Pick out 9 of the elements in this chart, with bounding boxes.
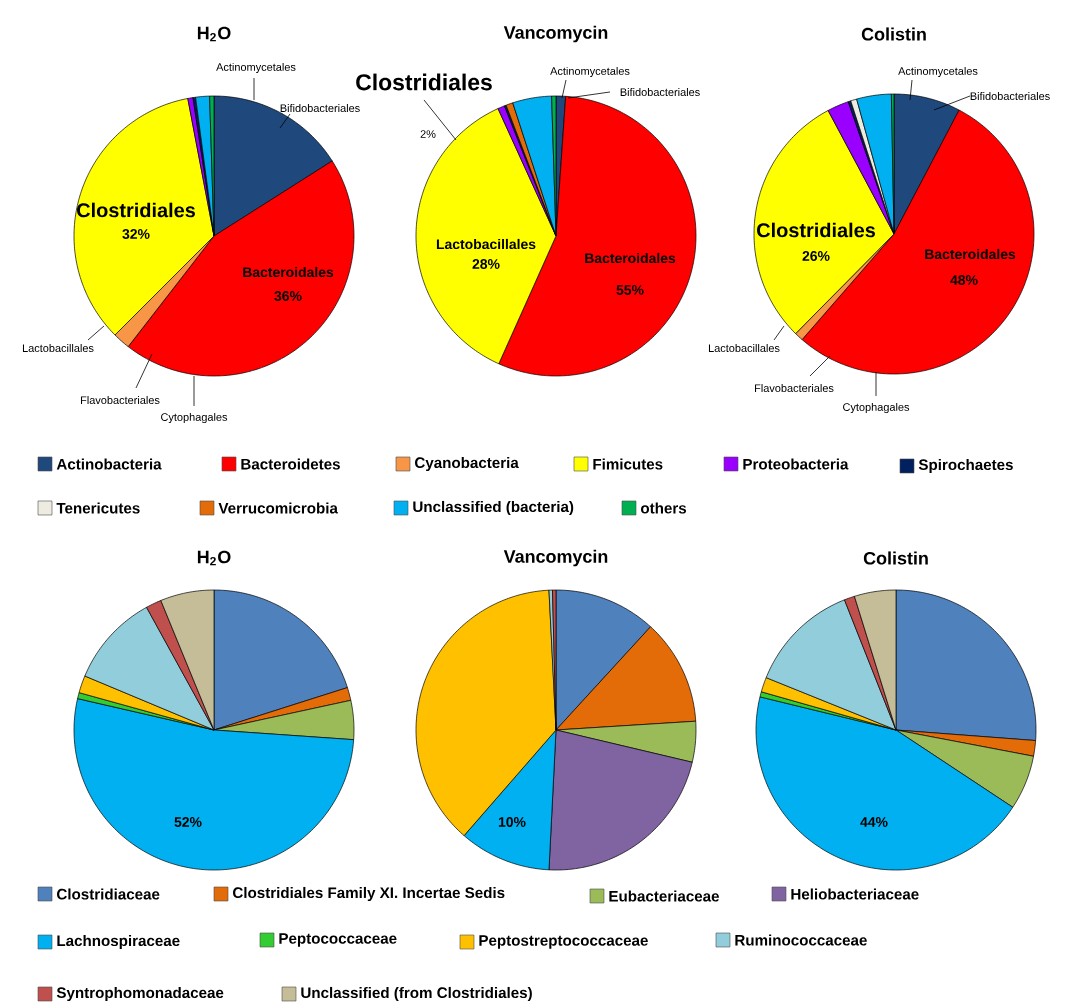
text: Clostridiales xyxy=(356,73,492,91)
chart-title: H$_{2}$O xyxy=(197,26,231,42)
chart-title: Colistin xyxy=(863,551,928,565)
chart-title: Colistin xyxy=(861,27,926,41)
chart-title: Vancomycin xyxy=(503,549,608,567)
text: Clostridiales xyxy=(77,202,195,218)
chart-title: Vancomycin xyxy=(503,25,608,43)
text: Clostridiales xyxy=(757,222,876,238)
chart-title: H$_{2}$O xyxy=(197,550,231,566)
